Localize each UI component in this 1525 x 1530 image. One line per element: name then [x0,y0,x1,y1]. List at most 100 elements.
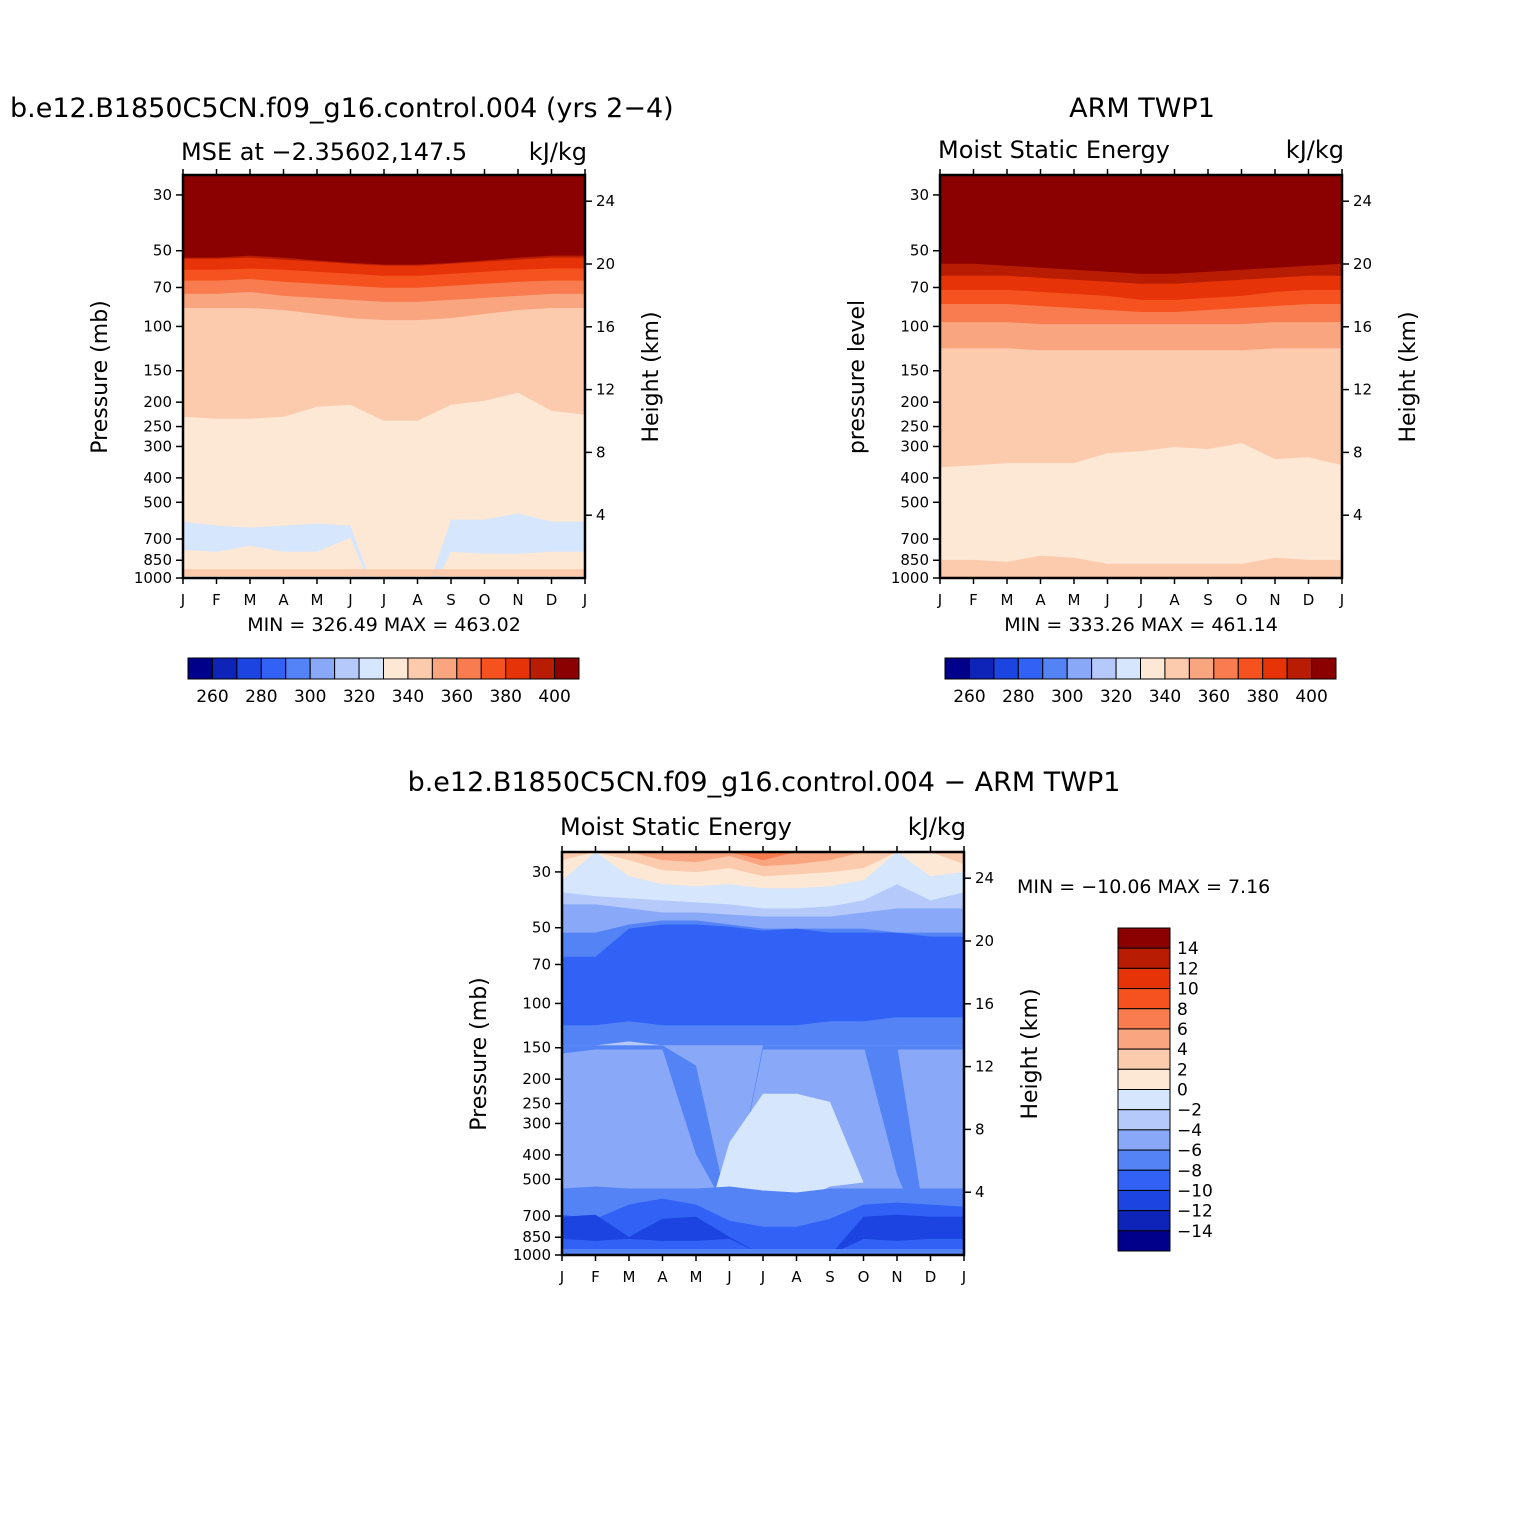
height-label: 12 [1353,381,1372,399]
colorbar-label: 300 [1051,687,1083,707]
colorbar-box [1311,657,1337,680]
month-label: J [1138,591,1143,609]
month-label: F [969,591,978,609]
colorbar-box [480,657,507,680]
panel-obs-stats: MIN = 333.26 MAX = 461.14 [1004,614,1278,636]
month-label: F [591,1268,600,1286]
month-label: M [1001,591,1014,609]
colorbar-label: −6 [1177,1141,1202,1161]
height-label: 4 [975,1183,985,1201]
colorbar-box [1213,657,1239,680]
colorbar-label: 340 [392,687,424,707]
month-label: J [180,591,185,609]
colorbar-box [1117,1189,1171,1212]
colorbar-box [1117,988,1171,1010]
height-label: 24 [975,869,994,887]
pressure-label: 70 [910,278,929,296]
pressure-label: 50 [532,919,551,937]
panel-model-y2label: Height (km) [639,311,664,442]
pressure-label: 50 [910,242,929,260]
contour-band [183,175,585,265]
pressure-label: 1000 [513,1246,551,1264]
month-label: J [381,591,386,609]
colorbar-box [1117,1149,1171,1171]
height-label: 12 [975,1058,994,1076]
panel-diff: b.e12.B1850C5CN.f09_g16.control.004 − AR… [408,767,1271,1286]
pressure-label: 850 [522,1228,551,1246]
panel-model-contours [183,175,585,578]
pressure-label: 250 [522,1095,551,1113]
height-label: 4 [1353,506,1363,524]
month-label: J [760,1268,765,1286]
colorbar-label: 300 [294,687,326,707]
month-label: O [1236,591,1248,609]
colorbar-box [285,657,311,680]
month-label: O [479,591,491,609]
month-label: J [937,591,942,609]
contour-band [940,555,1342,578]
colorbar-box [1117,1169,1171,1191]
month-label: D [1303,591,1315,609]
month-label: N [1269,591,1280,609]
colorbar-label: 400 [538,687,570,707]
panel-diff-contours [562,852,964,1255]
colorbar-label: 380 [489,687,521,707]
colorbar-box [1117,1028,1171,1050]
pressure-label: 500 [522,1170,551,1188]
pressure-label: 700 [900,530,929,548]
panel-diff-ylabel: Pressure (mb) [467,977,492,1131]
month-label: A [412,591,423,609]
pressure-label: 500 [900,493,929,511]
pressure-label: 250 [900,418,929,436]
colorbar-label: 8 [1177,1000,1188,1020]
height-label: 4 [596,506,606,524]
pressure-label: 200 [143,393,172,411]
colorbar-label: 14 [1177,939,1199,959]
panel-diff-title: b.e12.B1850C5CN.f09_g16.control.004 − AR… [408,767,1121,798]
panel-diff-y2label: Height (km) [1018,988,1043,1119]
contour-band [562,1214,964,1255]
pressure-label: 1000 [134,569,172,587]
month-label: J [1104,591,1109,609]
height-label: 16 [975,995,994,1013]
panel-obs-title: ARM TWP1 [1069,93,1215,124]
pressure-label: 100 [522,994,551,1012]
panel-model: b.e12.B1850C5CN.f09_g16.control.004 (yrs… [10,93,674,707]
month-label: A [657,1268,668,1286]
panel-model-subtitle-left: MSE at −2.35602,147.5 [181,138,467,166]
contour-band [940,175,1342,274]
contour-band [562,1093,964,1255]
colorbar-label: −12 [1177,1202,1213,1222]
panel-diff-subtitle-right: kJ/kg [908,813,966,841]
height-label: 20 [975,932,994,950]
month-label: J [582,591,587,609]
colorbar-box [1117,1210,1171,1232]
colorbar-label: −2 [1177,1101,1202,1121]
colorbar-box [236,657,262,680]
colorbar-label: −10 [1177,1181,1213,1201]
pressure-label: 70 [532,955,551,973]
colorbar-box [1117,947,1171,969]
month-label: A [791,1268,802,1286]
month-label: N [891,1268,902,1286]
colorbar-label: 380 [1246,687,1278,707]
colorbar-box [1117,1008,1171,1030]
colorbar-label: 360 [441,687,473,707]
pressure-label: 50 [153,242,172,260]
colorbar-box [260,657,287,680]
contour-band [562,924,964,1026]
colorbar-label: 260 [196,687,228,707]
colorbar-box [993,657,1019,680]
colorbar-box [1164,657,1190,680]
contour-band [562,1249,964,1255]
pressure-label: 850 [900,551,929,569]
panel-model-colorbar: 260 280 300 320 340 360 380 400 [187,657,580,707]
height-label: 20 [596,255,615,273]
pressure-label: 300 [900,437,929,455]
month-label: J [559,1268,564,1286]
month-label: D [546,591,558,609]
pressure-label: 200 [522,1070,551,1088]
